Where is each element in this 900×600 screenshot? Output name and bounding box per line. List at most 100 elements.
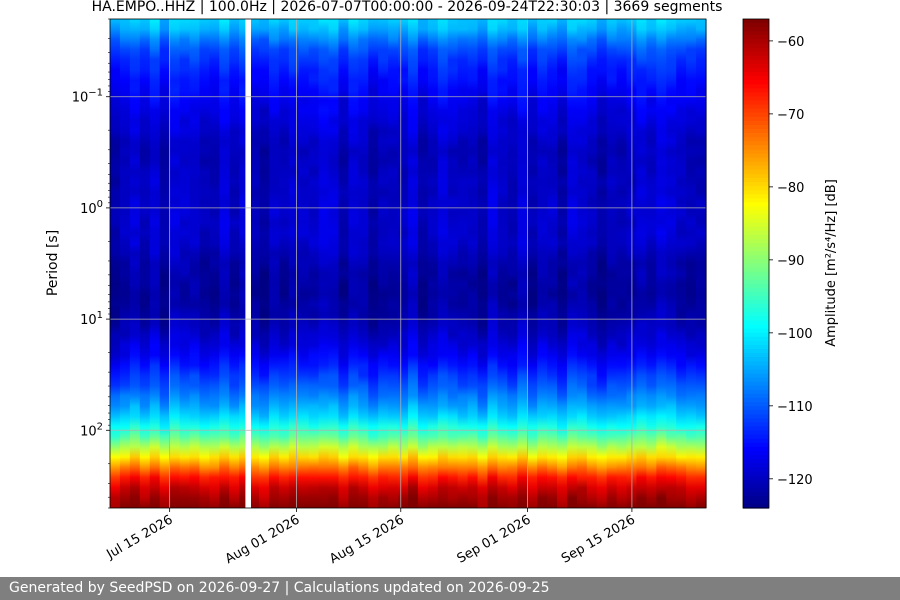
heatmap-column: [159, 19, 171, 508]
heatmap-column: [378, 19, 389, 508]
heatmap-column: [527, 19, 538, 508]
heatmap-column: [368, 19, 379, 508]
heatmap-column: [308, 19, 320, 508]
colorbar-stripe: [743, 271, 769, 277]
colorbar-stripe: [743, 47, 769, 53]
colorbar-gradient: [743, 19, 769, 509]
heatmap-column: [487, 19, 498, 508]
colorbar-stripe: [743, 27, 769, 32]
colorbar-stripe: [743, 243, 769, 248]
colorbar-stripe: [743, 471, 769, 476]
colorbar-stripe: [743, 173, 769, 179]
colorbar-ticks: −60 −70 −80 −90 −100 −110 −120: [769, 35, 813, 488]
heatmap-column: [398, 19, 409, 508]
colorbar-stripe: [743, 385, 769, 391]
colorbar-stripe: [743, 112, 769, 118]
colorbar-stripe: [743, 116, 769, 122]
colorbar-stripe: [743, 455, 769, 460]
y-tick-label: 10−1: [72, 88, 103, 106]
heatmap-cells: [110, 19, 707, 508]
x-tick-label: Aug 15 2026: [327, 512, 407, 567]
heatmap-column: [348, 19, 359, 508]
heatmap-column: [576, 19, 588, 508]
colorbar-stripe: [743, 438, 769, 444]
y-axis: 10−1 100 101 102: [72, 18, 110, 509]
colorbar-stripe: [743, 182, 769, 187]
colorbar-stripe: [743, 226, 769, 232]
heatmap-column: [547, 19, 558, 508]
heatmap-column: [239, 19, 250, 508]
heatmap-column: [408, 19, 419, 508]
colorbar-stripe: [743, 446, 769, 452]
x-axis: Jul 15 2026 Aug 01 2026 Aug 15 2026 Sep 01 …: [104, 508, 638, 567]
colorbar-tick-label: −110: [777, 400, 813, 415]
colorbar-stripe: [743, 459, 769, 464]
plot-frame: [109, 18, 707, 509]
colorbar-stripe: [743, 483, 769, 489]
colorbar-stripe: [743, 450, 769, 456]
colorbar-stripe: [743, 19, 769, 24]
heatmap-column: [259, 19, 270, 508]
colorbar-stripe: [743, 320, 769, 326]
colorbar-tick-label: −100: [777, 327, 813, 342]
heatmap-column: [696, 19, 707, 508]
colorbar-stripe: [743, 234, 769, 240]
colorbar-frame: [742, 18, 770, 509]
heatmap-column: [288, 19, 300, 508]
colorbar-stripe: [743, 287, 769, 293]
heatmap-column: [497, 19, 508, 508]
colorbar-stripe: [743, 292, 769, 297]
heatmap-column: [537, 19, 548, 508]
heatmap-column: [199, 19, 210, 508]
colorbar-stripe: [743, 129, 769, 134]
colorbar-stripe: [743, 357, 769, 362]
colorbar-stripe: [743, 108, 769, 114]
colorbar-stripe: [743, 210, 769, 216]
colorbar-stripe: [743, 345, 769, 350]
colorbar-stripe: [743, 442, 769, 448]
colorbar-stripe: [743, 463, 769, 468]
colorbar-stripe: [743, 275, 769, 281]
heatmap-column: [149, 19, 161, 508]
colorbar-stripe: [743, 104, 769, 110]
colorbar-stripe: [743, 31, 769, 36]
y-axis-label: Period [s]: [45, 230, 61, 296]
colorbar-stripe: [743, 239, 769, 244]
heatmap-column: [268, 19, 280, 508]
colorbar-stripe: [743, 304, 769, 309]
colorbar-stripe: [743, 406, 769, 411]
colorbar-stripe: [743, 222, 769, 228]
colorbar-label: Amplitude [m²/s⁴/Hz] [dB]: [824, 179, 839, 347]
y-tick-label: 101: [80, 310, 103, 328]
colorbar-stripe: [743, 39, 769, 45]
colorbar-stripe: [743, 190, 769, 195]
heatmap-column: [517, 19, 528, 508]
heatmap-column: [169, 19, 181, 508]
colorbar-stripe: [743, 202, 769, 208]
colorbar-stripe: [743, 76, 769, 81]
colorbar-stripe: [743, 422, 769, 428]
heatmap-column: [467, 19, 479, 508]
colorbar-stripe: [743, 149, 769, 155]
colorbar-stripe: [743, 255, 769, 261]
colorbar-tick-label: −80: [777, 181, 804, 196]
heatmap-column: [209, 19, 220, 508]
heatmap-column: [666, 19, 677, 508]
heatmap-column: [457, 19, 469, 508]
heatmap-column: [636, 19, 647, 508]
colorbar-stripe: [743, 186, 769, 191]
heatmap-column: [318, 19, 330, 508]
colorbar-stripe: [743, 316, 769, 322]
colorbar-stripe: [743, 198, 769, 203]
heatmap-column: [437, 19, 449, 508]
colorbar-stripe: [743, 365, 769, 371]
heatmap-column: [249, 19, 260, 508]
colorbar-stripe: [743, 55, 769, 61]
heatmap-column: [447, 19, 459, 508]
colorbar-stripe: [743, 92, 769, 98]
colorbar-stripe: [743, 479, 769, 485]
colorbar-stripe: [743, 67, 769, 73]
heatmap-column: [656, 19, 667, 508]
data-gap: [245, 19, 251, 508]
heatmap-column: [189, 19, 200, 508]
